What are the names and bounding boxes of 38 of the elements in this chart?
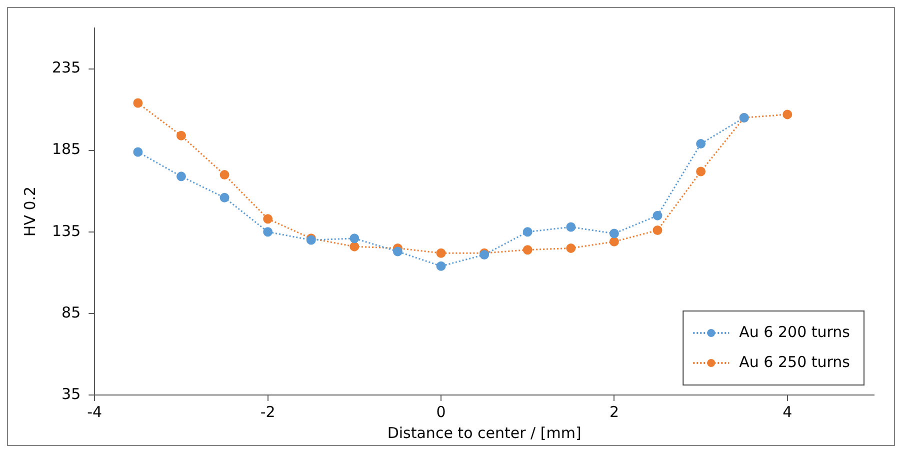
point xyxy=(436,248,446,258)
point xyxy=(609,236,619,246)
x-tick-label: 4 xyxy=(782,402,792,421)
y-tick-label: 35 xyxy=(62,384,81,403)
point xyxy=(133,98,143,108)
y-tick-label: 135 xyxy=(52,222,81,240)
point xyxy=(566,222,576,232)
point xyxy=(133,147,143,157)
point xyxy=(263,227,273,237)
point xyxy=(652,226,662,236)
x-tick-label: -2 xyxy=(260,402,276,421)
x-tick-label: 0 xyxy=(436,402,446,421)
legend-label: Au 6 250 turns xyxy=(739,352,850,371)
point xyxy=(652,210,662,220)
point xyxy=(176,172,186,182)
point xyxy=(522,227,532,237)
x-axis-title: Distance to center / [mm] xyxy=(387,424,582,442)
y-tick-label: 235 xyxy=(52,58,81,77)
point xyxy=(696,139,706,149)
x-tick-label: -4 xyxy=(87,402,102,421)
point xyxy=(566,243,576,253)
point xyxy=(392,246,402,256)
point xyxy=(220,170,230,180)
point xyxy=(350,242,360,252)
y-tick-label: 85 xyxy=(62,303,81,322)
point xyxy=(782,110,792,120)
point xyxy=(263,214,273,224)
point xyxy=(176,130,186,140)
y-axis-title: HV 0.2 xyxy=(20,186,39,237)
point xyxy=(436,261,446,271)
x-tick-label: 2 xyxy=(609,402,619,421)
point xyxy=(696,166,706,176)
point xyxy=(220,192,230,202)
y-tick-label: 185 xyxy=(52,140,81,158)
legend-label: Au 6 200 turns xyxy=(739,322,850,341)
point xyxy=(350,234,360,244)
point xyxy=(609,228,619,238)
point xyxy=(522,245,532,255)
